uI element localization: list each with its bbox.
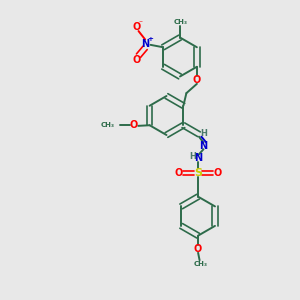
Text: H: H — [200, 128, 207, 137]
Text: H: H — [189, 152, 196, 161]
Text: CH₃: CH₃ — [194, 261, 208, 268]
Text: O: O — [194, 244, 202, 254]
Text: N: N — [141, 39, 149, 49]
Text: O: O — [130, 120, 138, 130]
Text: O: O — [193, 75, 201, 85]
Text: O: O — [133, 55, 141, 65]
Text: CH₃: CH₃ — [174, 19, 188, 25]
Text: O: O — [213, 168, 221, 178]
Text: S: S — [194, 168, 202, 178]
Text: +: + — [147, 36, 153, 42]
Text: O: O — [133, 22, 141, 32]
Text: N: N — [200, 141, 208, 151]
Text: N: N — [194, 153, 202, 163]
Text: CH₃: CH₃ — [100, 122, 114, 128]
Text: ⁻: ⁻ — [139, 18, 143, 27]
Text: O: O — [175, 168, 183, 178]
